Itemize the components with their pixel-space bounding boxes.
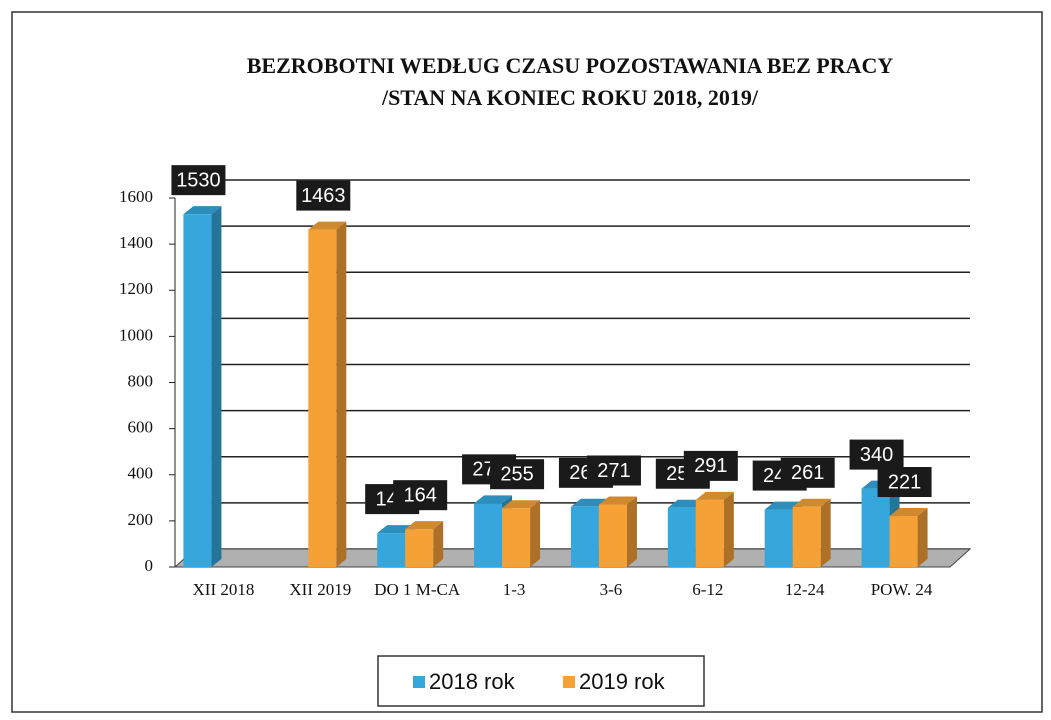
bar	[502, 508, 531, 567]
bar-side	[820, 498, 831, 567]
x-tick-label: 3-6	[600, 580, 623, 599]
y-tick-label: 200	[128, 510, 154, 529]
bar-top	[502, 500, 541, 509]
data-label: 255	[500, 463, 533, 485]
data-label: 221	[888, 471, 921, 493]
y-tick-label: 400	[128, 464, 154, 483]
data-label-box	[780, 457, 835, 488]
legend-label: 2018 rok	[429, 669, 516, 694]
bar	[405, 529, 434, 567]
bar-side	[433, 521, 444, 567]
data-label-box	[849, 439, 904, 470]
y-tick-label: 0	[145, 556, 154, 575]
x-tick-label: 1-3	[503, 580, 526, 599]
bar	[598, 504, 627, 567]
y-tick-label: 1200	[119, 279, 153, 298]
bar-side	[530, 500, 541, 567]
data-label-box	[490, 459, 545, 490]
bar	[764, 509, 793, 567]
legend-label: 2019 rok	[579, 669, 666, 694]
bar	[308, 229, 337, 567]
data-label: 1530	[176, 169, 221, 191]
bar	[570, 506, 599, 567]
frame	[11, 11, 1043, 713]
data-label-box	[586, 455, 641, 486]
bar-top	[889, 508, 928, 517]
bar-top	[598, 496, 637, 505]
bar	[695, 499, 724, 567]
legend-swatch	[413, 676, 425, 688]
y-tick-label: 1400	[119, 233, 153, 252]
bar-top	[183, 206, 222, 215]
bar-side	[211, 206, 222, 568]
y-tick-label: 600	[128, 418, 154, 437]
bar	[377, 533, 406, 567]
data-label-box	[393, 480, 448, 511]
x-tick-label: 6-12	[692, 580, 723, 599]
legend-box	[377, 655, 705, 707]
y-tick-label: 1600	[119, 187, 153, 206]
data-label: 271	[597, 460, 630, 482]
bar	[889, 516, 918, 567]
x-tick-label: 12-24	[785, 580, 825, 599]
data-label-box	[296, 180, 351, 211]
x-tick-label: DO 1 M-CA	[374, 580, 461, 599]
bar-side	[723, 491, 734, 567]
bar	[667, 507, 696, 567]
bar-side	[917, 508, 928, 567]
x-tick-label: XII 2018	[193, 580, 255, 599]
bar	[474, 503, 503, 567]
data-label: 261	[791, 462, 824, 484]
bar-top	[474, 495, 513, 504]
data-label: 340	[860, 444, 893, 466]
data-label-box	[171, 165, 226, 196]
bar	[861, 488, 890, 567]
data-label: 164	[404, 484, 437, 506]
y-tick-label: 800	[128, 371, 154, 390]
data-label: 1463	[301, 185, 346, 207]
bar-side	[626, 496, 637, 567]
y-tick-label: 1000	[119, 325, 153, 344]
bar-side	[336, 221, 347, 567]
bar-top	[792, 498, 831, 507]
chart-title: BEZROBOTNI WEDŁUG CZASU POZOSTAWANIA BEZ…	[247, 53, 894, 78]
x-tick-label: XII 2019	[289, 580, 351, 599]
bar-top	[308, 221, 347, 230]
bar-top	[695, 491, 734, 500]
bar-top	[405, 521, 444, 530]
chart-subtitle: /STAN NA KONIEC ROKU 2018, 2019/	[381, 85, 759, 110]
bar	[792, 506, 821, 567]
data-label-box	[683, 450, 738, 481]
legend-swatch	[563, 676, 575, 688]
data-label-box	[877, 467, 932, 498]
data-label: 291	[694, 455, 727, 477]
bar	[183, 214, 212, 568]
x-tick-label: POW. 24	[871, 580, 933, 599]
